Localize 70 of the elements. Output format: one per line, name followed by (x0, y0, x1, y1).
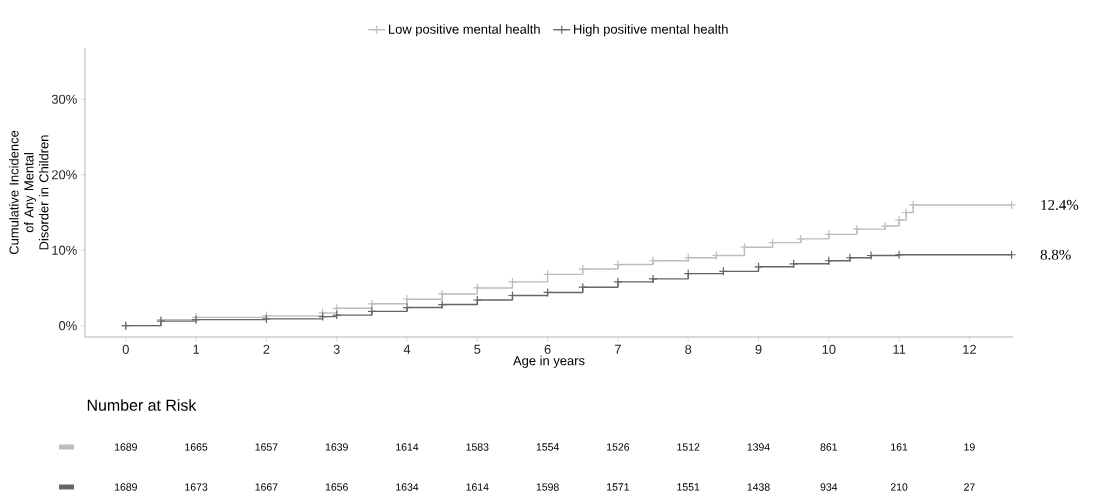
text: 1689 (114, 443, 137, 451)
point (578, 264, 588, 274)
x-tick-label: 6 (544, 344, 551, 354)
text: 1526 (607, 443, 630, 451)
point (1007, 200, 1017, 210)
legend-label: High positive mental health (574, 24, 728, 37)
x-tick-label: 9 (755, 344, 762, 354)
text: 1657 (255, 443, 278, 451)
text: 1551 (677, 483, 700, 491)
point (472, 295, 482, 305)
text: 861 (820, 443, 838, 451)
text: 1394 (747, 443, 770, 451)
y-tick-label: 10% (52, 245, 77, 255)
y-tick-label: 20% (51, 170, 77, 180)
x-tick-label: 2 (263, 344, 270, 354)
y-axis-title: Cumulative Incidence of Any Mental Disorder in Children (9, 130, 49, 255)
point (402, 302, 412, 313)
text: 1614 (396, 443, 419, 451)
x-tick-label: 11 (893, 344, 906, 354)
x-axis-title: Age in years (513, 355, 585, 368)
point (437, 289, 447, 299)
text: 161 (891, 443, 908, 451)
text: 12.4% (1041, 199, 1079, 211)
x-tick-label: 4 (403, 344, 411, 354)
point (648, 256, 658, 266)
text: 1634 (396, 483, 419, 491)
point (472, 283, 482, 293)
text: 8.8% (1040, 249, 1071, 260)
text: 1667 (255, 483, 278, 491)
x-tick-label: 5 (474, 344, 481, 354)
text: 934 (820, 483, 838, 491)
point (880, 221, 890, 231)
point (613, 259, 623, 270)
point (845, 253, 855, 263)
x-tick-label: 8 (685, 344, 692, 354)
y-tick-label: 30% (51, 94, 77, 104)
legend-label: Low positive mental health (389, 24, 540, 37)
text: 1614 (466, 483, 489, 491)
x-tick-label: 7 (614, 344, 621, 354)
x-tick-label: 12 (963, 344, 976, 354)
text: Number at Risk (87, 399, 197, 411)
point (613, 277, 623, 287)
point (894, 250, 904, 260)
x-tick-label: 3 (333, 344, 340, 354)
x-tick-label: 10 (822, 344, 836, 354)
point (402, 294, 412, 304)
point (648, 274, 658, 284)
text: 27 (964, 483, 975, 491)
text: 1639 (325, 443, 348, 451)
text: 1656 (325, 483, 348, 491)
text: 1598 (536, 483, 559, 491)
text: 1554 (536, 443, 559, 451)
point (908, 200, 918, 210)
point (852, 224, 862, 234)
text: 1583 (466, 443, 489, 451)
text: 1571 (607, 483, 630, 491)
text: 1512 (677, 443, 700, 451)
y-tick-label: 0% (59, 321, 77, 331)
point (894, 215, 904, 225)
text: 1665 (185, 443, 208, 451)
text: 210 (890, 483, 908, 491)
text: 19 (964, 443, 975, 451)
text: 1438 (747, 483, 770, 491)
text: 1673 (185, 483, 208, 491)
point (796, 234, 806, 244)
text: 1689 (114, 483, 137, 491)
x-tick-label: 1 (193, 344, 200, 354)
point (332, 310, 342, 320)
point (507, 277, 518, 287)
x-tick-label: 0 (122, 344, 129, 354)
